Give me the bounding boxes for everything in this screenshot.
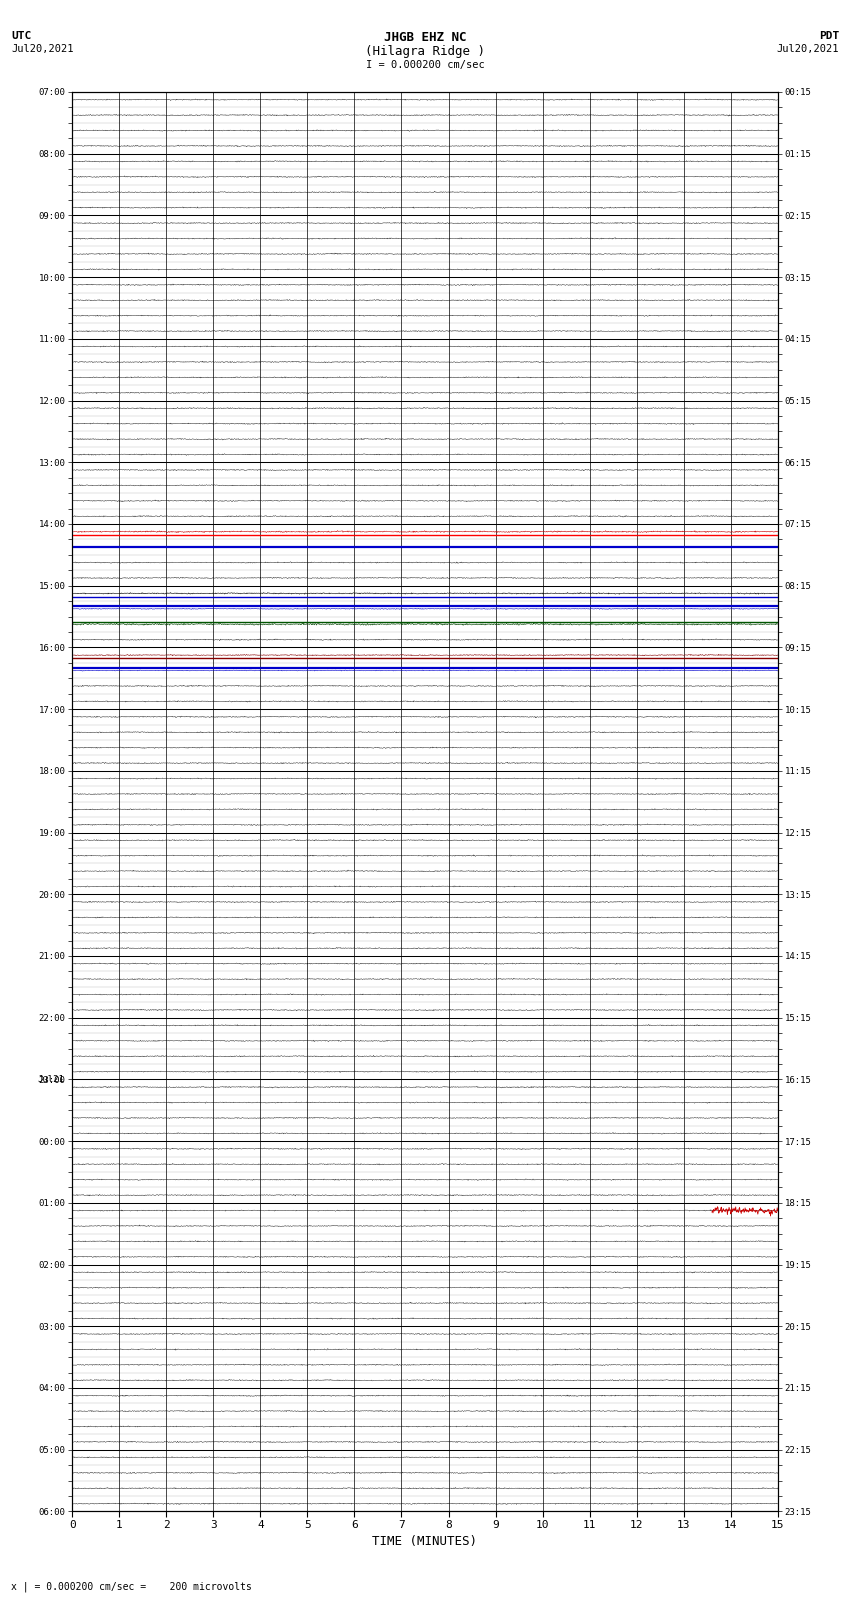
Text: Jul20,2021: Jul20,2021 xyxy=(11,44,74,53)
Text: (Hilagra Ridge ): (Hilagra Ridge ) xyxy=(365,45,485,58)
Text: UTC: UTC xyxy=(11,31,31,40)
Text: I = 0.000200 cm/sec: I = 0.000200 cm/sec xyxy=(366,60,484,69)
Text: Jul21: Jul21 xyxy=(37,1074,64,1084)
Text: Jul20,2021: Jul20,2021 xyxy=(776,44,839,53)
Text: x | = 0.000200 cm/sec =    200 microvolts: x | = 0.000200 cm/sec = 200 microvolts xyxy=(11,1581,252,1592)
X-axis label: TIME (MINUTES): TIME (MINUTES) xyxy=(372,1536,478,1548)
Text: JHGB EHZ NC: JHGB EHZ NC xyxy=(383,31,467,44)
Text: PDT: PDT xyxy=(819,31,839,40)
